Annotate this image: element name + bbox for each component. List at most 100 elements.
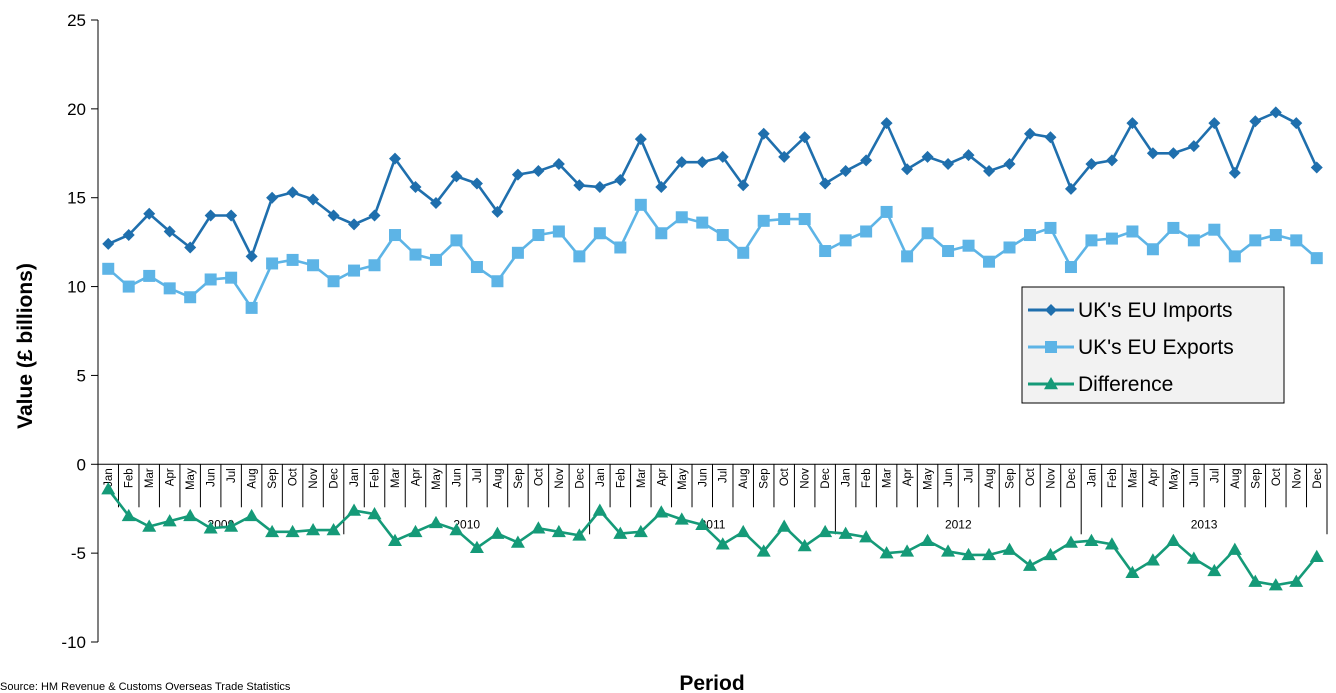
data-point-uk-s-eu-imports <box>1290 117 1303 130</box>
data-point-difference <box>265 524 280 538</box>
data-point-difference <box>142 519 157 532</box>
data-point-difference <box>777 519 792 532</box>
series-uk-s-eu-imports <box>102 106 1323 263</box>
data-point-difference <box>347 503 362 516</box>
data-point-uk-s-eu-imports <box>450 170 463 183</box>
y-tick-label: 20 <box>67 100 86 119</box>
data-point-uk-s-eu-exports <box>389 229 402 242</box>
data-point-uk-s-eu-exports <box>102 262 115 275</box>
data-point-uk-s-eu-exports <box>491 275 504 288</box>
data-point-difference <box>408 524 423 538</box>
month-label: Sep <box>759 468 771 488</box>
data-point-uk-s-eu-imports <box>1023 127 1036 140</box>
month-label: May <box>185 468 197 490</box>
month-label: Sep <box>1005 468 1017 488</box>
data-point-uk-s-eu-exports <box>1085 234 1098 247</box>
data-point-uk-s-eu-exports <box>1003 241 1016 254</box>
data-point-difference <box>613 526 628 539</box>
data-point-uk-s-eu-exports <box>880 205 893 218</box>
data-point-difference <box>121 508 136 522</box>
data-point-difference <box>1002 542 1017 555</box>
month-label: Jun <box>943 468 955 487</box>
month-label: Oct <box>533 467 545 486</box>
month-label: Oct <box>1271 467 1283 486</box>
data-point-uk-s-eu-imports <box>593 181 606 194</box>
data-point-uk-s-eu-imports <box>757 127 770 140</box>
month-label: Sep <box>513 468 525 488</box>
data-point-uk-s-eu-exports <box>327 275 340 288</box>
source-note: Source: HM Revenue & Customs Overseas Tr… <box>0 681 291 693</box>
data-point-uk-s-eu-exports <box>696 216 709 229</box>
month-label: Jul <box>1209 468 1221 483</box>
month-label: Jul <box>718 468 730 483</box>
month-label: Jun <box>206 468 218 487</box>
data-point-difference <box>183 508 198 522</box>
data-point-uk-s-eu-exports <box>819 245 832 258</box>
month-label: Mar <box>144 468 156 488</box>
data-point-difference <box>449 523 464 536</box>
month-label: Aug <box>984 468 996 488</box>
data-point-uk-s-eu-exports <box>511 246 524 259</box>
data-point-uk-s-eu-imports <box>901 163 914 176</box>
data-point-uk-s-eu-imports <box>368 209 381 222</box>
month-label: Jan <box>103 468 115 487</box>
data-point-difference <box>1309 549 1324 562</box>
data-point-difference <box>1289 574 1304 587</box>
data-point-difference <box>388 533 403 546</box>
data-point-uk-s-eu-imports <box>860 154 873 167</box>
month-label: Mar <box>636 468 648 488</box>
month-label: Apr <box>902 468 914 486</box>
data-point-uk-s-eu-imports <box>921 150 934 163</box>
data-point-uk-s-eu-imports <box>470 177 483 190</box>
month-label: Apr <box>656 468 668 486</box>
data-point-uk-s-eu-imports <box>1249 115 1262 128</box>
data-point-uk-s-eu-exports <box>757 214 770 227</box>
data-point-uk-s-eu-exports <box>245 301 258 314</box>
data-point-uk-s-eu-imports <box>798 131 811 144</box>
data-point-uk-s-eu-exports <box>122 280 135 293</box>
month-label: Jul <box>226 468 238 483</box>
data-point-difference <box>203 521 218 534</box>
data-point-difference <box>224 519 239 532</box>
month-label: Feb <box>370 468 382 488</box>
data-point-uk-s-eu-imports <box>204 209 217 222</box>
data-point-uk-s-eu-exports <box>573 250 586 263</box>
month-label: Mar <box>1127 468 1139 488</box>
data-point-difference <box>551 524 566 538</box>
y-tick-label: 15 <box>67 189 86 208</box>
data-point-uk-s-eu-imports <box>389 152 402 165</box>
month-label: Apr <box>165 468 177 486</box>
data-point-difference <box>982 547 997 561</box>
data-point-difference <box>1145 553 1160 566</box>
data-point-difference <box>674 512 689 525</box>
data-point-uk-s-eu-exports <box>778 213 791 226</box>
data-point-difference <box>101 482 116 495</box>
data-point-uk-s-eu-imports <box>1003 157 1016 170</box>
data-point-difference <box>859 530 874 543</box>
data-point-difference <box>510 535 525 548</box>
data-point-uk-s-eu-imports <box>880 117 893 130</box>
data-point-difference <box>531 521 546 534</box>
data-point-uk-s-eu-imports <box>573 179 586 192</box>
data-point-uk-s-eu-imports <box>1064 182 1077 195</box>
data-point-uk-s-eu-imports <box>614 173 627 186</box>
month-label: Nov <box>1045 468 1057 489</box>
data-point-uk-s-eu-imports <box>819 177 832 190</box>
data-point-difference <box>1063 535 1078 548</box>
data-point-uk-s-eu-imports <box>1167 147 1180 160</box>
month-label: Jun <box>1189 468 1201 487</box>
data-point-difference <box>326 523 341 536</box>
data-point-uk-s-eu-exports <box>1290 234 1303 247</box>
data-point-uk-s-eu-exports <box>184 291 197 304</box>
legend: UK's EU Imports UK's EU Exports Difference <box>1021 286 1285 404</box>
y-tick-label: 25 <box>67 11 86 30</box>
data-point-uk-s-eu-exports <box>1208 223 1221 236</box>
month-label: Jan <box>1086 468 1098 487</box>
data-point-difference <box>633 524 648 538</box>
data-point-uk-s-eu-imports <box>307 193 320 206</box>
data-point-uk-s-eu-imports <box>143 207 156 220</box>
month-label: Aug <box>738 468 750 488</box>
month-label: Jan <box>595 468 607 487</box>
data-point-difference <box>1166 533 1181 546</box>
